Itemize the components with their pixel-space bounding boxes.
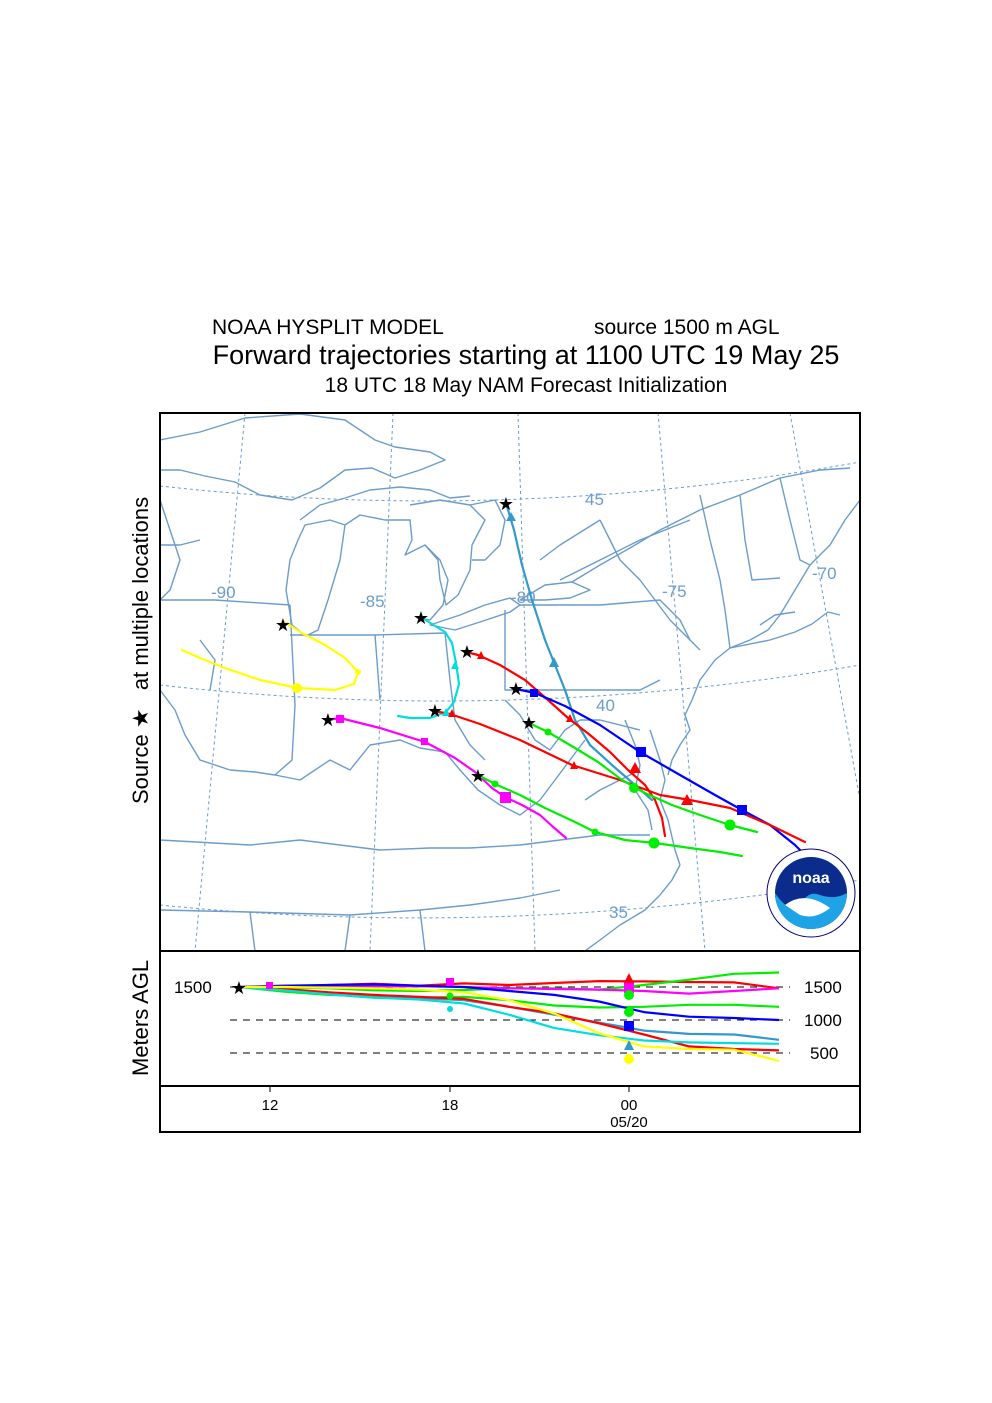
source-star: ★	[459, 642, 475, 663]
trajectory-path-yellow	[180, 620, 360, 692]
source-star: ★	[498, 494, 514, 515]
height-series-line-yellow	[239, 985, 780, 1062]
height-series-line-cyan	[238, 985, 780, 1045]
plot-title: Forward trajectories starting at 1100 UT…	[212, 340, 840, 370]
source-star: ★	[427, 701, 443, 722]
noaa-logo: noaa	[766, 848, 856, 938]
trajectory-markers	[292, 512, 747, 849]
time-tick: 12	[262, 1097, 279, 1114]
trajectory-path-red-1	[464, 650, 667, 838]
geography	[160, 413, 860, 951]
source-star: ★	[320, 710, 336, 731]
plot-subtitle: 18 UTC 18 May NAM Forecast Initializatio…	[324, 374, 728, 397]
trajectory-path-red-2	[432, 709, 807, 844]
lat-label: 45	[585, 490, 604, 509]
lon-label: -90	[211, 583, 236, 602]
source-stars: ★ ★ ★ ★ ★ ★ ★ ★ ★	[275, 494, 537, 787]
height-source-star: ★	[231, 978, 247, 999]
height-markers: ★	[231, 973, 634, 1064]
lon-label: -70	[812, 564, 837, 583]
height-series	[238, 971, 780, 1062]
trajectory-path-cyan	[396, 615, 461, 720]
time-axis-frame	[159, 1085, 861, 1133]
height-series-line-blue	[238, 983, 780, 1022]
lon-gridlines	[194, 413, 860, 951]
source-star: ★	[413, 608, 429, 629]
height-tick: 1500	[804, 978, 842, 997]
height-series-line-red	[238, 985, 780, 1052]
source-star: ★	[470, 766, 486, 787]
source-star: ★	[508, 679, 524, 700]
time-tick: 18	[442, 1097, 459, 1114]
lat-label: 35	[609, 903, 628, 922]
source-height: source 1500 m AGL	[594, 316, 780, 339]
time-axis: 12 18 00 05/20	[262, 1086, 648, 1131]
noaa-logo-text: noaa	[792, 870, 829, 887]
trajectory-path-magenta	[326, 716, 568, 840]
source-star: ★	[521, 713, 537, 734]
height-tick: 500	[810, 1044, 838, 1063]
side-label: Source ★ at multiple locations	[128, 497, 153, 804]
trajectory-path-blue	[514, 687, 810, 860]
height-tick: 1000	[804, 1011, 842, 1030]
lat-gridlines	[160, 461, 860, 919]
date-label: 05/20	[610, 1114, 648, 1131]
lon-label: -85	[360, 592, 385, 611]
height-ylabel: Meters AGL	[128, 960, 153, 1076]
time-tick: 00	[621, 1097, 638, 1114]
trajectory-path-steelblue	[504, 501, 654, 802]
height-tick-left: 1500	[174, 978, 212, 997]
source-star: ★	[275, 615, 291, 636]
lat-label: 40	[596, 696, 615, 715]
model-label: NOAA HYSPLIT MODEL	[212, 316, 444, 339]
lon-label: -75	[662, 582, 687, 601]
map-panel: -90 -85 -80 -75 -70 45 40 35	[160, 413, 860, 951]
